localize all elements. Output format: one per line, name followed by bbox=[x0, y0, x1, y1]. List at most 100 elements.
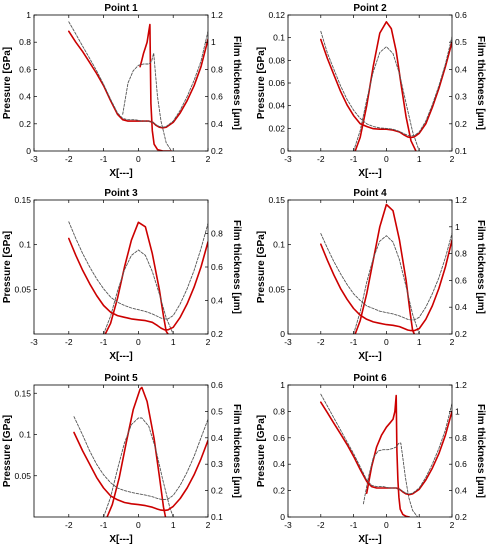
y-tick-label: 0.04 bbox=[268, 101, 285, 111]
x-tick-label: -1 bbox=[100, 520, 108, 530]
y2-tick-label: 0.3 bbox=[211, 459, 223, 469]
x-tick-label: -3 bbox=[30, 337, 38, 347]
y-axis-label: Pressure [GPa] bbox=[2, 415, 13, 487]
series-line-4 bbox=[73, 416, 208, 501]
x-tick-label: 2 bbox=[206, 520, 211, 530]
series-line-2 bbox=[353, 235, 420, 334]
y-tick-label: 0 bbox=[280, 146, 285, 156]
y-tick-label: 0.1 bbox=[19, 430, 31, 440]
x-tick-label: -1 bbox=[100, 337, 108, 347]
y2-tick-label: 0.8 bbox=[455, 433, 467, 443]
x-tick-label: 0 bbox=[136, 520, 141, 530]
y2-tick-label: 0.5 bbox=[211, 406, 223, 416]
y2-tick-label: 0.6 bbox=[211, 380, 223, 390]
x-tick-label: -3 bbox=[284, 520, 292, 530]
x-tick-label: 2 bbox=[450, 154, 455, 164]
plot-frame bbox=[33, 14, 209, 152]
y-tick-label: 0 bbox=[26, 146, 31, 156]
x-tick-label: -2 bbox=[317, 337, 325, 347]
plot-frame bbox=[287, 384, 453, 518]
y-tick-label: 0.8 bbox=[19, 37, 31, 47]
x-tick-label: -3 bbox=[284, 154, 292, 164]
y2-tick-label: 0.4 bbox=[455, 302, 467, 312]
series-group bbox=[73, 386, 208, 517]
y-tick-label: 0.4 bbox=[19, 92, 31, 102]
y-axis-label: Pressure [GPa] bbox=[256, 47, 267, 119]
series-line-3 bbox=[320, 239, 452, 332]
y-tick-label: 0.1 bbox=[273, 240, 285, 250]
series-group bbox=[320, 393, 452, 517]
x-tick-label: 1 bbox=[417, 337, 422, 347]
y-tick-label: 0.15 bbox=[14, 195, 31, 205]
x-tick-label: -1 bbox=[350, 520, 358, 530]
x-axis-label: X[---] bbox=[358, 168, 381, 179]
y-tick-label: 0 bbox=[280, 329, 285, 339]
chart-title: Point 6 bbox=[353, 373, 387, 384]
x-tick-label: 0 bbox=[136, 154, 141, 164]
y2-tick-label: 0.4 bbox=[455, 64, 467, 74]
chart-panel-3: -3 -2 -1 0 1 2 0.05 0.1 0.15 0.2 0.4 0.6 0.8 Point 3 X… bbox=[2, 188, 242, 362]
series-line-3 bbox=[68, 30, 208, 129]
chart-panel-4: -3 -2 -1 0 1 2 0 0.05 0.1 0.15 0.2 0.4 0.6 0.8 1 1.2 Poi… bbox=[256, 188, 486, 362]
x-tick-label: 2 bbox=[450, 337, 455, 347]
y-tick-label: 0.6 bbox=[273, 433, 285, 443]
y2-tick-label: 0.5 bbox=[455, 37, 467, 47]
x-tick-label: -1 bbox=[350, 154, 358, 164]
y-tick-label: 0.4 bbox=[273, 459, 285, 469]
x-tick-label: 0 bbox=[384, 154, 389, 164]
y-axis-label: Pressure [GPa] bbox=[2, 231, 13, 303]
x-tick-label: 2 bbox=[206, 154, 211, 164]
y2-tick-label: 0.2 bbox=[455, 512, 467, 522]
series-group bbox=[320, 21, 452, 151]
y2-tick-label: 1.2 bbox=[455, 380, 467, 390]
y2-tick-label: 1 bbox=[211, 37, 216, 47]
y-tick-label: 0.2 bbox=[19, 119, 31, 129]
y-tick-label: 0.15 bbox=[268, 195, 285, 205]
y2-axis-label: Film thickness [μm] bbox=[475, 220, 486, 314]
series-line-4 bbox=[320, 233, 452, 321]
y-tick-label: 0.05 bbox=[14, 284, 31, 294]
y2-tick-label: 0.2 bbox=[455, 329, 467, 339]
x-tick-label: -2 bbox=[65, 337, 73, 347]
chart-title: Point 2 bbox=[353, 3, 387, 14]
series-group bbox=[68, 21, 208, 151]
series-line-2 bbox=[103, 249, 174, 334]
y-tick-label: 0.1 bbox=[273, 33, 285, 43]
y-tick-label: 1 bbox=[26, 10, 31, 20]
y-axis-label: Pressure [GPa] bbox=[256, 415, 267, 487]
y2-tick-label: 1.2 bbox=[211, 10, 223, 20]
y2-tick-label: 0.6 bbox=[211, 92, 223, 102]
y2-tick-label: 0.2 bbox=[211, 329, 223, 339]
y2-tick-label: 0.3 bbox=[455, 92, 467, 102]
x-tick-label: 1 bbox=[171, 154, 176, 164]
y2-tick-label: 1 bbox=[455, 222, 460, 232]
y2-tick-label: 1 bbox=[455, 406, 460, 416]
y-tick-label: 0.2 bbox=[273, 486, 285, 496]
x-tick-label: 1 bbox=[171, 520, 176, 530]
x-axis-label: X[---] bbox=[109, 534, 132, 545]
x-axis-label: X[---] bbox=[358, 351, 381, 362]
x-tick-label: 0 bbox=[136, 337, 141, 347]
y-tick-label: 0.02 bbox=[268, 123, 285, 133]
x-tick-label: -2 bbox=[65, 520, 73, 530]
y2-tick-label: 0.1 bbox=[455, 146, 467, 156]
x-tick-label: 2 bbox=[206, 337, 211, 347]
y-tick-label: 0.05 bbox=[14, 471, 31, 481]
x-tick-label: 1 bbox=[171, 337, 176, 347]
series-line-1 bbox=[106, 386, 167, 517]
y2-axis-label: Film thickness [μm] bbox=[231, 36, 242, 130]
series-line-4 bbox=[68, 21, 208, 128]
y2-tick-label: 0.4 bbox=[211, 296, 223, 306]
y2-tick-label: 0.8 bbox=[211, 64, 223, 74]
y2-tick-label: 0.8 bbox=[211, 229, 223, 239]
y2-tick-label: 0.6 bbox=[455, 459, 467, 469]
series-line-4 bbox=[320, 393, 452, 495]
y-tick-label: 0 bbox=[280, 512, 285, 522]
series-line-4 bbox=[68, 221, 208, 320]
y2-tick-label: 0.4 bbox=[211, 119, 223, 129]
y-tick-label: 0.8 bbox=[273, 406, 285, 416]
y2-tick-label: 0.2 bbox=[211, 146, 223, 156]
y-tick-label: 0.06 bbox=[268, 78, 285, 88]
y-tick-label: 0.08 bbox=[268, 55, 285, 65]
series-line-3 bbox=[68, 237, 208, 331]
